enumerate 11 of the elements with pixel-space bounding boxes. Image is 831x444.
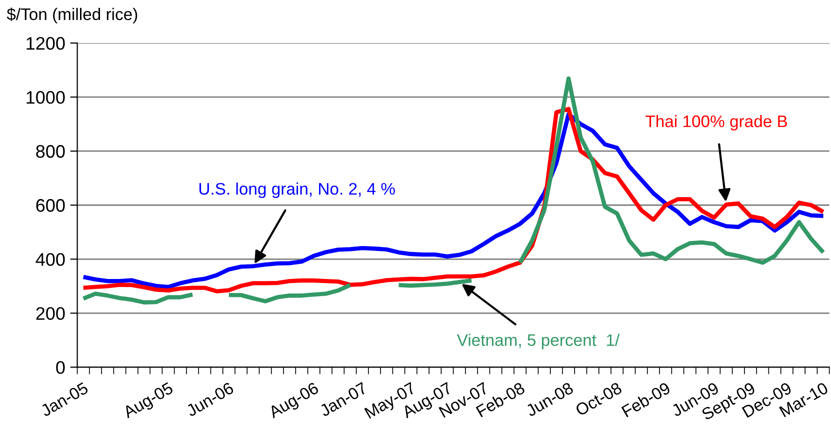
y-axis-title: $/Ton (milled rice) bbox=[6, 8, 138, 24]
y-tick-label: 400 bbox=[36, 253, 65, 266]
text: U.S. long grain, No. 2, 4 % bbox=[199, 182, 395, 198]
y-tick-label: 1200 bbox=[26, 37, 65, 50]
y-tick-label: 0 bbox=[56, 361, 65, 374]
y-tick-label: 800 bbox=[36, 145, 65, 158]
y-tick-label: 1000 bbox=[26, 91, 65, 104]
text: Thai 100% grade B bbox=[646, 114, 787, 131]
text: Vietnam, 5 percent 1/ bbox=[456, 334, 620, 350]
y-tick-label: 200 bbox=[36, 307, 65, 320]
y-tick-label: 600 bbox=[36, 199, 65, 212]
